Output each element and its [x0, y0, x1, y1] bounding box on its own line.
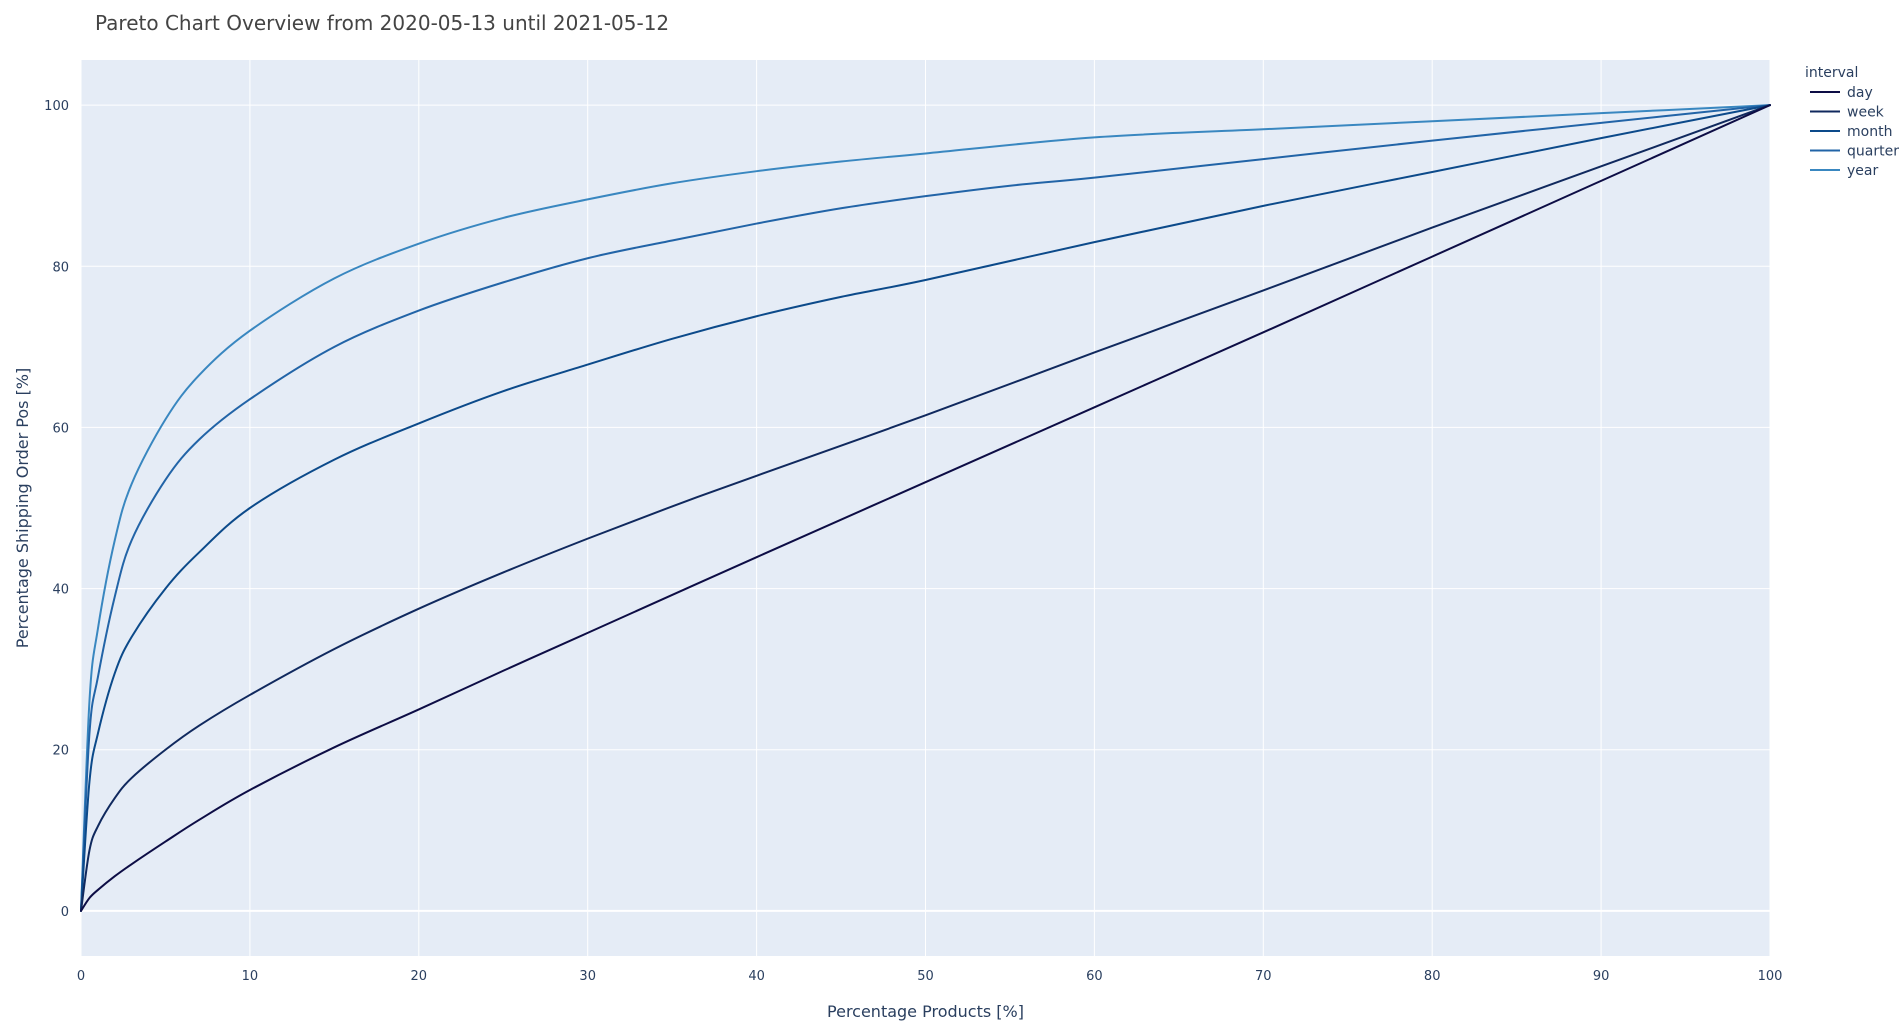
y-axis-title: Percentage Shipping Order Pos [%]	[13, 368, 32, 649]
legend-item-year[interactable]: year	[1810, 163, 1878, 179]
legend-item-quarter[interactable]: quarter	[1810, 144, 1899, 160]
x-tick-label: 60	[1086, 969, 1103, 984]
series-lines	[80, 104, 1771, 912]
y-tick-label: 100	[44, 99, 69, 114]
x-tick-label: 40	[748, 969, 765, 984]
x-tick-label: 80	[1424, 969, 1441, 984]
series-line-quarter	[80, 104, 1771, 912]
series-line-week	[80, 104, 1771, 912]
y-tick-label: 20	[52, 744, 69, 759]
x-tick-label: 10	[242, 969, 259, 984]
y-tick-label: 0	[61, 905, 69, 920]
legend-item-day[interactable]: day	[1810, 85, 1873, 101]
x-tick-label: 0	[77, 969, 85, 984]
x-axis-title: Percentage Products [%]	[827, 1002, 1024, 1021]
tick-labels: 0 10 20 30 40 50 60 70 80 90 100 0 20 40 60 80 100	[44, 99, 1782, 984]
x-tick-label: 20	[411, 969, 428, 984]
y-tick-label: 80	[52, 260, 69, 275]
series-line-day	[80, 104, 1771, 912]
x-tick-label: 30	[579, 969, 596, 984]
series-line-year	[80, 104, 1771, 912]
legend-label: year	[1847, 163, 1878, 179]
legend-item-month[interactable]: month	[1810, 124, 1892, 140]
x-tick-label: 90	[1593, 969, 1610, 984]
legend-items[interactable]: day week month quarter year	[1810, 85, 1899, 179]
x-tick-label: 50	[917, 969, 934, 984]
y-tick-label: 60	[52, 421, 69, 436]
y-tick-label: 40	[52, 583, 69, 598]
legend-label: week	[1847, 105, 1885, 121]
series-line-month	[80, 104, 1771, 912]
legend-item-week[interactable]: week	[1810, 105, 1885, 121]
x-tick-label: 100	[1758, 969, 1783, 984]
x-tick-label: 70	[1255, 969, 1272, 984]
chart-title: Pareto Chart Overview from 2020-05-13 un…	[95, 11, 669, 35]
legend-title: interval	[1805, 65, 1858, 81]
legend-label: day	[1847, 85, 1873, 101]
legend-label: month	[1847, 124, 1892, 140]
legend[interactable]: interval day week month quarter year	[1805, 65, 1899, 179]
legend-label: quarter	[1847, 144, 1899, 160]
